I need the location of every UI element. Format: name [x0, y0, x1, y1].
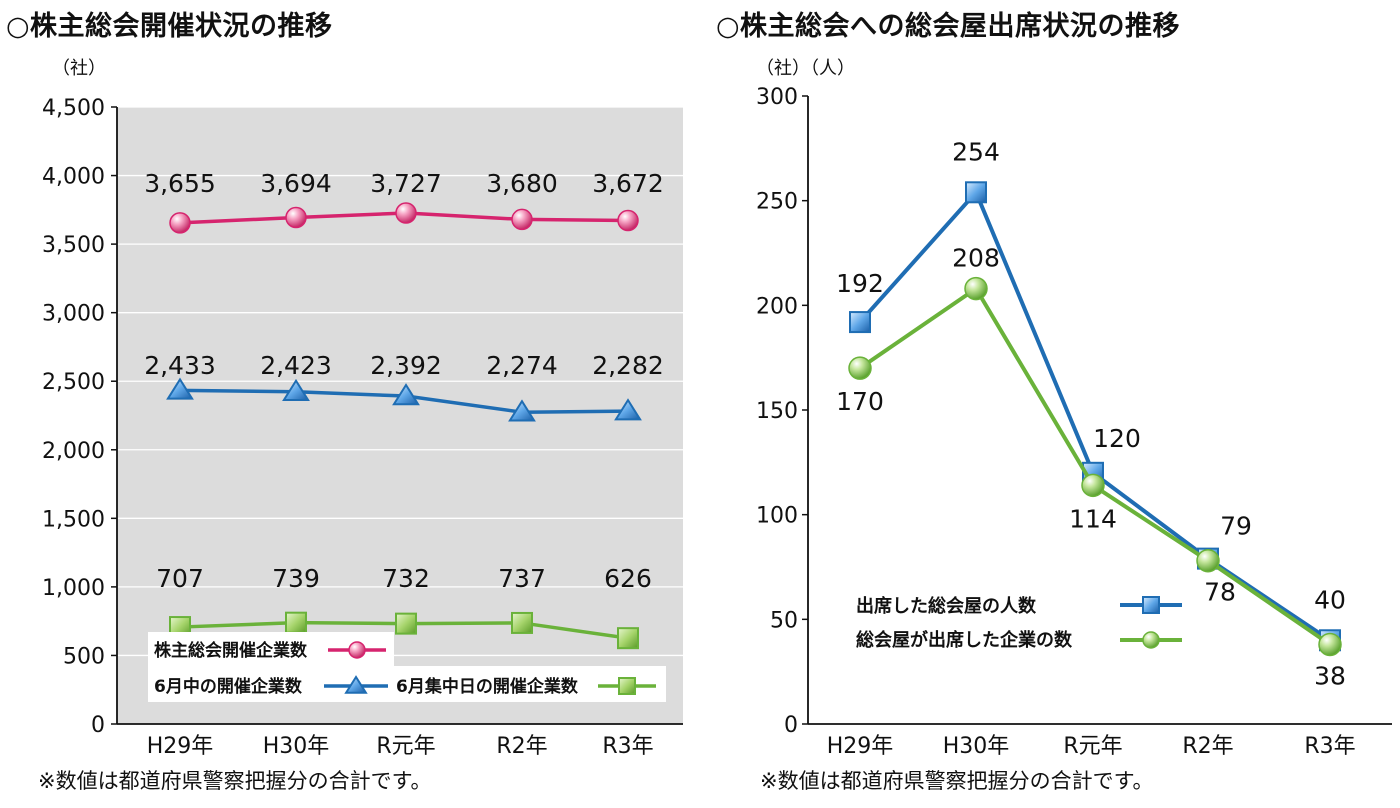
left-y-tick-label: 3,500 [42, 233, 105, 258]
left-x-tick-label: R2年 [496, 734, 547, 759]
left-series-marker [395, 202, 417, 224]
left-data-label: 707 [156, 564, 204, 593]
right-chart-title: ○株主総会への総会屋出席状況の推移 [716, 11, 1181, 42]
right-y-tick-label: 300 [756, 85, 798, 110]
left-legend-box [148, 666, 666, 702]
right-data-label: 114 [1069, 504, 1117, 533]
left-series-marker [617, 627, 639, 650]
right-series-line [858, 188, 1332, 642]
left-series-marker [511, 611, 533, 634]
left-series-marker [617, 209, 639, 232]
right-legend-label: 総会屋が出席した企業の数 [856, 629, 1073, 651]
right-y-tick-label: 200 [756, 294, 798, 319]
right-data-label: 79 [1220, 512, 1252, 541]
left-legend-marker [348, 641, 366, 659]
right-y-tick-label: 150 [756, 399, 798, 424]
right-x-tick-label: R3年 [1304, 734, 1355, 759]
left-y-tick-label: 4,500 [42, 96, 105, 121]
left-series-marker [511, 208, 533, 231]
left-chart-title: ○株主総会開催状況の推移 [6, 11, 333, 42]
right-y-tick-label: 250 [756, 190, 798, 215]
left-series-marker [392, 383, 420, 406]
left-data-label: 2,423 [260, 351, 332, 380]
right-x-tick-label: H29年 [827, 734, 894, 759]
left-data-label: 737 [498, 564, 546, 593]
left-data-label: 626 [604, 564, 652, 593]
right-data-label: 120 [1093, 424, 1141, 453]
right-legend-marker [1142, 596, 1160, 614]
left-series-marker [285, 611, 307, 634]
left-data-label: 3,672 [592, 169, 664, 198]
right-data-label: 40 [1314, 585, 1346, 614]
left-legend-marker [618, 677, 636, 695]
left-data-label: 2,392 [370, 351, 442, 380]
right-data-label: 192 [836, 269, 884, 298]
right-y-unit: （社）（人） [756, 58, 855, 79]
left-legend-label: 株主総会開催企業数 [154, 640, 308, 661]
left-series-marker [614, 398, 642, 421]
left-data-label: 2,433 [144, 351, 216, 380]
left-y-tick-label: 2,000 [42, 439, 105, 464]
right-data-label: 38 [1314, 661, 1346, 690]
left-data-label: 732 [382, 564, 430, 593]
left-x-tick-label: H30年 [263, 734, 330, 759]
left-series-marker [166, 377, 194, 400]
right-footnote: ※数値は都道府県警察把握分の合計です。 [760, 769, 1154, 793]
right-y-tick-label: 0 [784, 713, 798, 738]
right-x-tick-label: H30年 [943, 734, 1010, 759]
right-data-label: 170 [836, 387, 884, 416]
right-series-marker [1081, 473, 1105, 498]
left-legend-label: 6月集中日の開催企業数 [396, 676, 579, 697]
left-y-tick-label: 4,000 [42, 165, 105, 190]
left-data-label: 739 [272, 564, 320, 593]
left-y-tick-label: 2,500 [42, 370, 105, 395]
left-x-tick-label: R3年 [602, 734, 653, 759]
left-data-label: 3,694 [260, 169, 332, 198]
left-series-marker [282, 378, 310, 402]
left-x-tick-label: H29年 [147, 734, 214, 759]
left-data-label: 2,274 [486, 351, 558, 380]
left-data-label: 3,655 [144, 169, 216, 198]
right-x-tick-label: R2年 [1182, 734, 1233, 759]
left-series-marker [169, 212, 191, 234]
left-data-label: 2,282 [592, 351, 664, 380]
right-legend-box [848, 586, 1194, 658]
left-x-tick-label: R元年 [376, 734, 435, 759]
right-legend-marker [1142, 631, 1160, 649]
left-y-tick-label: 500 [63, 644, 105, 669]
left-y-unit: （社） [52, 58, 106, 79]
left-y-tick-label: 1,500 [42, 507, 105, 532]
left-series-marker [395, 612, 417, 635]
right-series-marker [964, 276, 988, 301]
right-legend-label: 出席した総会屋の人数 [856, 595, 1037, 617]
right-y-tick-label: 50 [770, 608, 798, 633]
right-data-label: 254 [952, 137, 1000, 166]
right-series-marker [965, 181, 987, 204]
right-data-label: 208 [952, 244, 1000, 273]
right-series-marker [848, 356, 872, 380]
left-data-label: 3,680 [486, 169, 558, 198]
left-series-marker [508, 399, 536, 422]
left-y-tick-label: 0 [91, 713, 105, 738]
left-series-marker [285, 206, 307, 229]
right-series-marker [1196, 548, 1220, 573]
right-y-tick-label: 100 [756, 504, 798, 529]
right-series-marker [1318, 632, 1342, 657]
left-footnote: ※数値は都道府県警察把握分の合計です。 [38, 769, 432, 793]
right-series-marker [849, 311, 871, 334]
right-data-label: 78 [1204, 578, 1236, 607]
right-x-tick-label: R元年 [1063, 734, 1122, 759]
left-y-tick-label: 3,000 [42, 302, 105, 327]
left-data-label: 3,727 [370, 169, 442, 198]
left-legend-label: 6月中の開催企業数 [154, 676, 303, 697]
left-y-tick-label: 1,000 [42, 576, 105, 601]
left-legend-marker [344, 675, 368, 694]
